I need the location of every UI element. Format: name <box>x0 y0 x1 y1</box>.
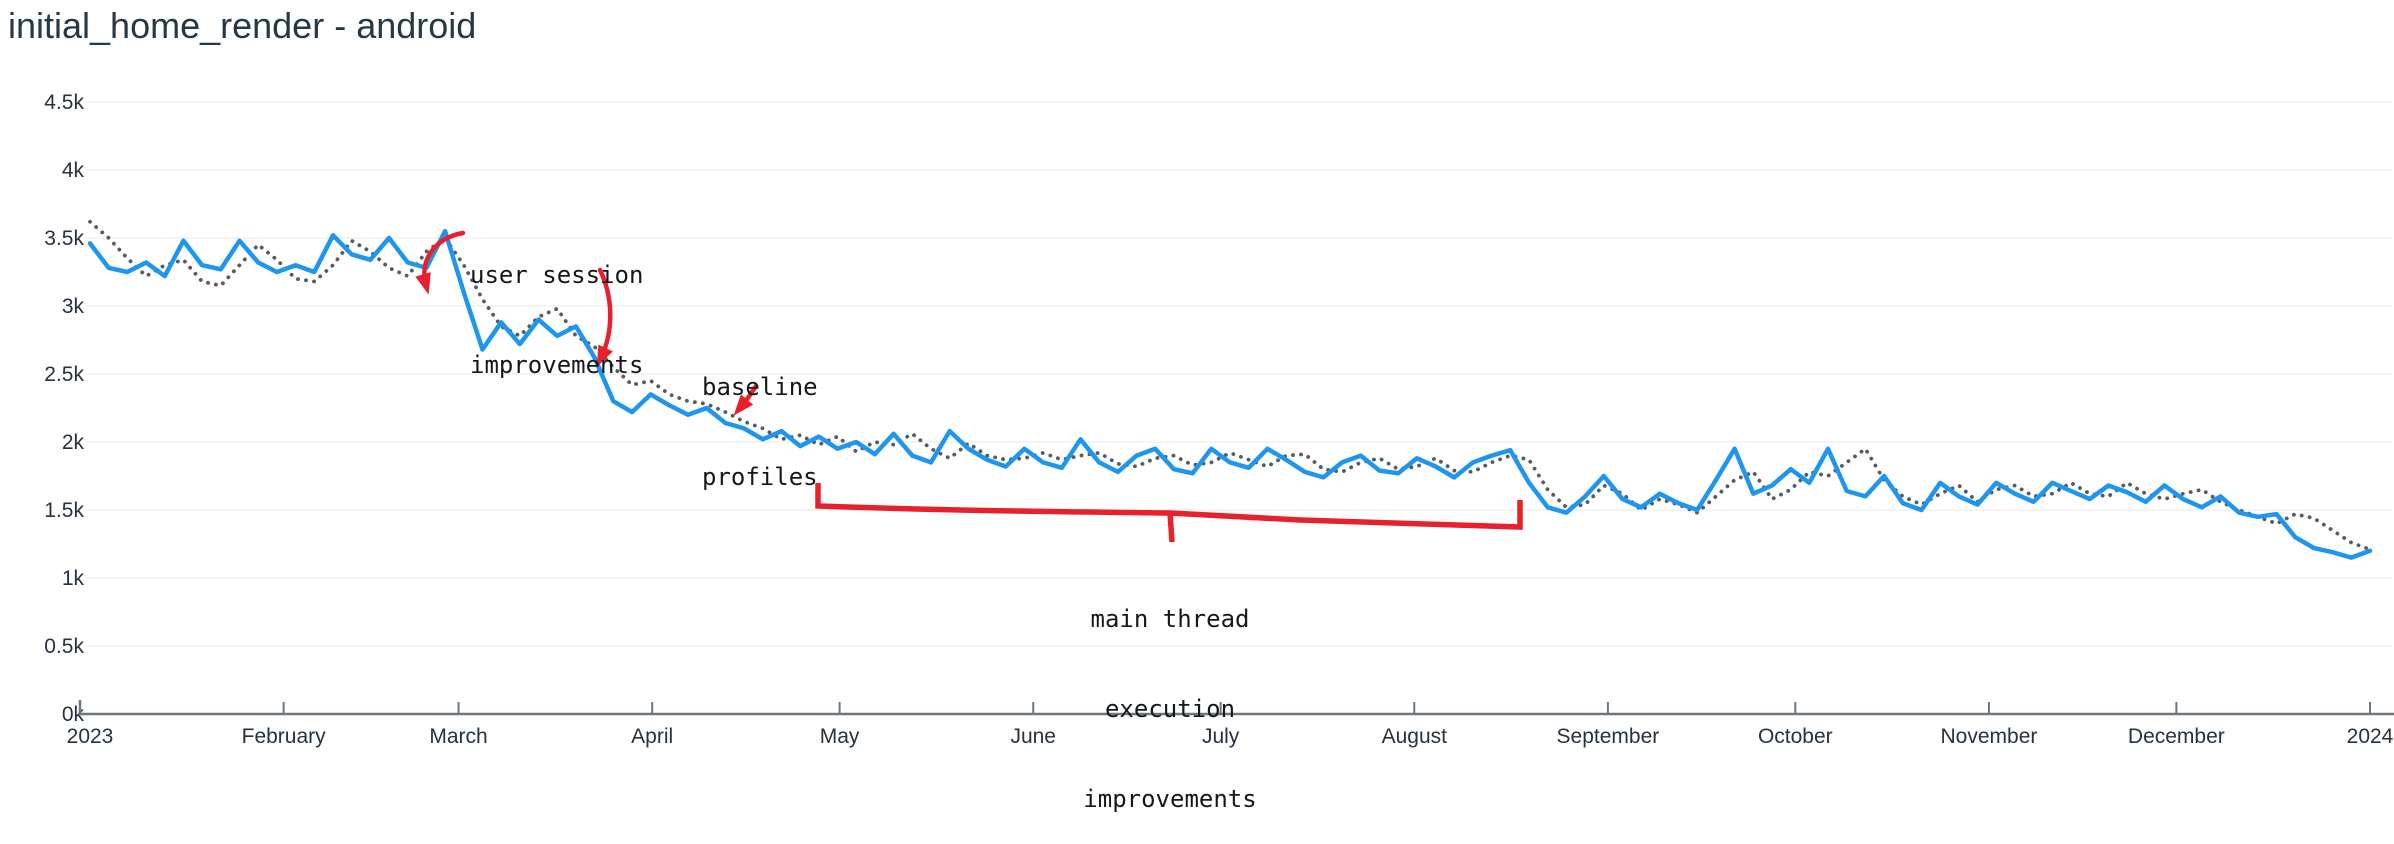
y-tick-label: 1.5k <box>44 499 84 522</box>
y-tick-label: 2k <box>62 431 85 454</box>
main-thread-bracket <box>815 483 1523 530</box>
main-thread-bracket-stem <box>1167 512 1175 543</box>
baseline-profiles-arrow <box>733 383 759 416</box>
y-tick-label: 0.5k <box>44 635 84 658</box>
x-tick-label: February <box>242 725 327 748</box>
series-solid-blue <box>87 228 2373 560</box>
x-tick-label: April <box>631 725 673 748</box>
x-tick-label: May <box>820 725 860 748</box>
y-tick-label: 3.5k <box>44 227 84 250</box>
y-tick-label: 2.5k <box>44 363 84 386</box>
annotation-line: profiles <box>702 463 818 491</box>
annotation-line: execution <box>1104 695 1236 723</box>
x-tick-label: June <box>1010 725 1056 748</box>
annotation-arrows <box>415 230 1523 543</box>
x-tick-label: October <box>1758 725 1833 748</box>
annotation-baseline-profiles: baseline profiles <box>702 312 818 522</box>
annotation-user-session: user session improvements <box>470 200 643 410</box>
annotation-line: user session <box>470 261 644 289</box>
y-tick-label: 4.5k <box>44 91 84 114</box>
x-tick-label: July <box>1202 725 1240 748</box>
y-tick-label: 1k <box>62 567 85 590</box>
annotation-line: improvements <box>1083 785 1257 813</box>
user-session-arrow-1 <box>415 230 466 295</box>
y-tick-label: 4k <box>62 159 85 182</box>
annotation-main-thread: main thread execution improvements <box>1083 544 1256 844</box>
x-tick-label: 2023 <box>67 725 114 748</box>
chart-title: initial_home_render - android <box>8 5 477 46</box>
user-session-arrow-2 <box>596 267 613 368</box>
annotation-line: main thread <box>1090 605 1250 633</box>
x-tick-label: December <box>2128 725 2225 748</box>
y-tick-label: 3k <box>62 295 85 318</box>
x-tick-label: November <box>1941 725 2038 748</box>
data-series <box>87 219 2373 560</box>
x-tick-label: 2024 <box>2347 725 2394 748</box>
annotation-line: improvements <box>470 351 644 379</box>
x-tick-label: September <box>1557 725 1660 748</box>
gridlines <box>86 101 2392 647</box>
x-tick-label: March <box>429 725 487 748</box>
x-tick-label: August <box>1382 725 1448 748</box>
annotation-line: baseline <box>702 373 818 401</box>
